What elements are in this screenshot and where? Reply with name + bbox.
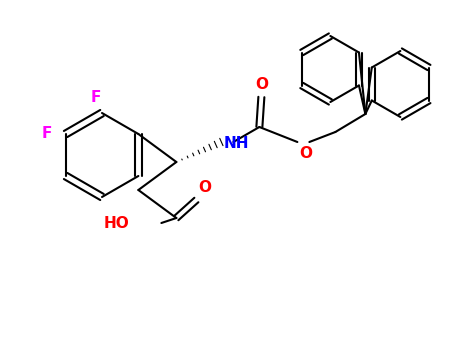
Text: O: O [299,146,313,161]
Text: F: F [91,90,101,105]
Text: HO: HO [104,216,130,231]
Text: O: O [198,180,212,195]
Text: NH: NH [224,136,249,152]
Text: O: O [255,77,268,92]
Text: F: F [41,126,52,141]
